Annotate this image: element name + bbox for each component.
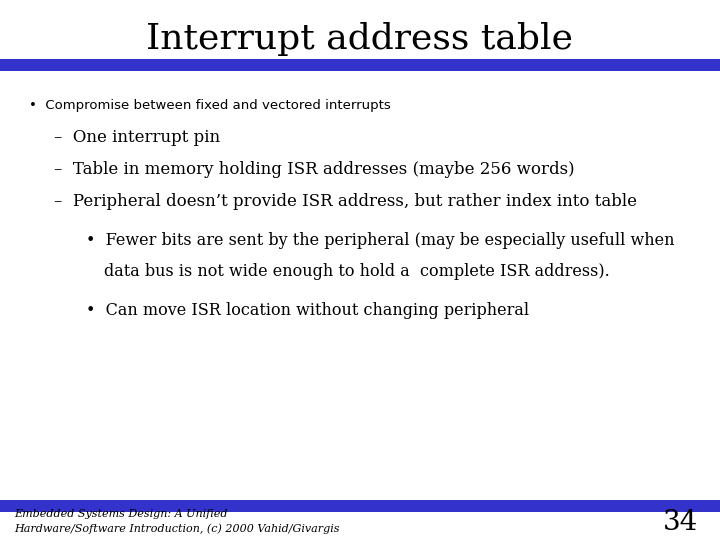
Text: –  Peripheral doesn’t provide ISR address, but rather index into table: – Peripheral doesn’t provide ISR address… [54, 193, 637, 210]
Text: •  Compromise between fixed and vectored interrupts: • Compromise between fixed and vectored … [29, 99, 390, 112]
Text: •  Can move ISR location without changing peripheral: • Can move ISR location without changing… [86, 302, 529, 319]
Text: Embedded Systems Design: A Unified
Hardware/Software Introduction, (c) 2000 Vahi: Embedded Systems Design: A Unified Hardw… [14, 509, 340, 534]
Text: data bus is not wide enough to hold a  complete ISR address).: data bus is not wide enough to hold a co… [104, 263, 610, 280]
Text: Interrupt address table: Interrupt address table [146, 23, 574, 56]
Text: 34: 34 [663, 509, 698, 536]
Text: –  Table in memory holding ISR addresses (maybe 256 words): – Table in memory holding ISR addresses … [54, 161, 575, 178]
Text: •  Fewer bits are sent by the peripheral (may be especially usefull when: • Fewer bits are sent by the peripheral … [86, 232, 675, 249]
Text: –  One interrupt pin: – One interrupt pin [54, 129, 220, 146]
Bar [0, 500, 720, 512]
Bar [0, 59, 720, 71]
